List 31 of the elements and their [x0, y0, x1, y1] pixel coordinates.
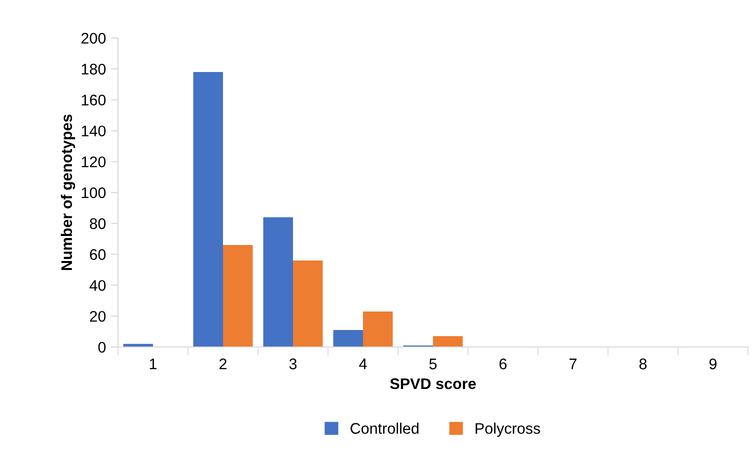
x-tick-label: 2 — [220, 358, 226, 370]
x-tick-label: 6 — [500, 358, 507, 370]
y-tick-label: 180 — [82, 64, 106, 75]
y-tick-label: 200 — [81, 32, 106, 44]
bar — [333, 330, 363, 347]
y-tick-label: 60 — [90, 249, 106, 260]
y-tick-label: 80 — [90, 218, 106, 230]
x-tick-label: 8 — [639, 358, 647, 370]
x-tick-label: 4 — [359, 358, 367, 370]
bar — [293, 260, 323, 347]
x-tick-label: 9 — [709, 358, 717, 370]
x-tick-label: 7 — [570, 358, 576, 370]
y-tick-label: 140 — [82, 126, 106, 136]
bar — [223, 245, 253, 347]
x-axis-title: SPVD score — [390, 378, 476, 390]
bar — [193, 72, 223, 347]
legend-label: Polycross — [476, 422, 540, 437]
y-tick-label: 120 — [82, 156, 106, 168]
x-tick-label: 1 — [150, 358, 157, 370]
bar — [263, 217, 293, 347]
y-tick-label: 160 — [82, 94, 106, 106]
bar — [363, 311, 393, 347]
legend-label: Controlled — [350, 422, 418, 434]
x-tick-label: 5 — [429, 358, 437, 370]
y-tick-label: 40 — [90, 280, 106, 291]
bar — [433, 336, 463, 347]
y-tick-label: 0 — [98, 342, 106, 353]
y-tick-label: 20 — [90, 310, 106, 322]
x-tick-label: 3 — [289, 358, 297, 370]
y-tick-label: 100 — [82, 187, 106, 198]
y-axis-title: Number of genotypes — [60, 114, 76, 270]
